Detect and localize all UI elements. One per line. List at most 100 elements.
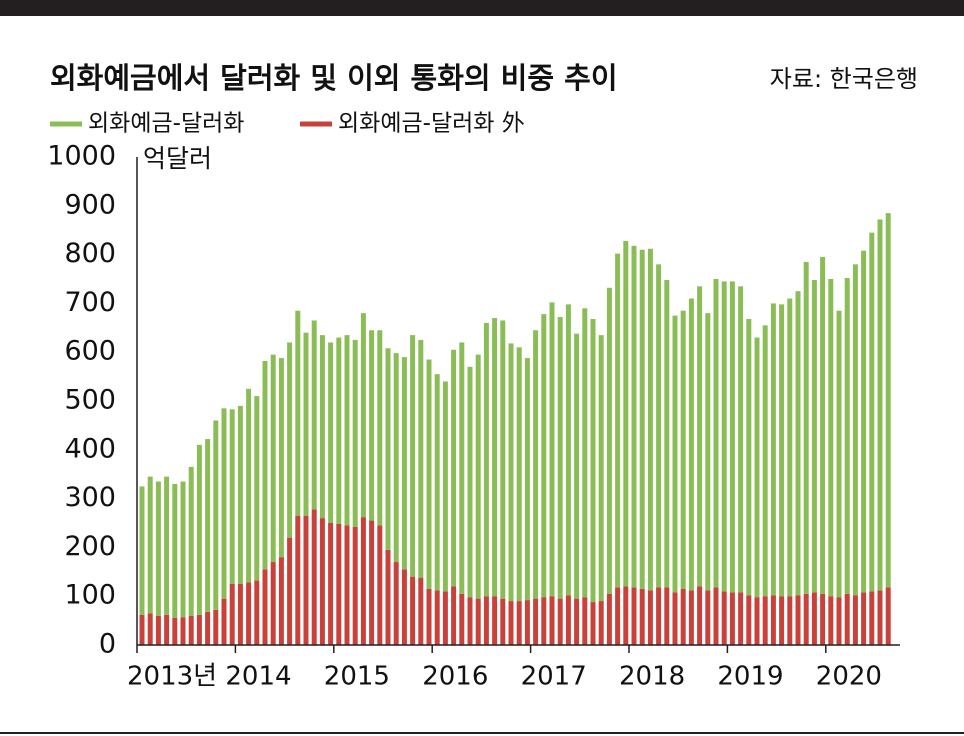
y-tick-label: 0 [99,629,116,660]
bar-segment [246,388,252,583]
bar-segment [319,518,325,645]
bar-segment [836,310,842,598]
bar-segment [459,593,465,645]
bar-segment [615,253,621,588]
y-tick-label: 800 [64,238,116,269]
x-tick-label: 2016 [422,662,488,692]
bar-segment [311,509,317,645]
bar-segment [475,598,481,645]
bar-segment [787,298,793,597]
bar-segment [360,313,366,518]
bar-segment [729,592,735,645]
bar-segment [877,590,883,645]
bar-segment [598,601,604,645]
bar-segment [803,593,809,645]
bar-segment [344,525,350,645]
bar-segment [196,444,202,615]
bar-segment [639,588,645,645]
bar-segment [631,245,637,588]
bar-segment [590,602,596,645]
bar-segment [377,330,383,526]
bar-segment [237,405,243,584]
bar-segment [139,614,145,645]
chart-title: 외화예금에서 달러화 및 이외 통화의 비중 추이 [50,61,618,95]
y-tick-label: 1000 [47,141,116,172]
bar-segment [483,596,489,645]
bar-segment [738,592,744,645]
bar-segment [852,595,858,645]
bar-segment [360,517,366,645]
bar-segment [352,526,358,645]
bar-segment [795,595,801,645]
bar-segment [516,601,522,645]
bar-segment [369,520,375,645]
bar-segment [754,337,760,598]
bar-segment [229,584,235,645]
bar-segment [877,219,883,591]
bar-segment [852,264,858,596]
bar-segment [705,590,711,645]
bar-segment [639,249,645,589]
bar-segment [508,601,514,645]
bar-segment [467,597,473,645]
bar-segment [664,279,670,588]
bar-segment [697,286,703,587]
bar-segment [729,281,735,593]
bar-segment [524,600,530,645]
bar-segment [557,598,563,645]
bar-segment [680,588,686,645]
bar-segment [188,615,194,645]
bar-segment [278,358,284,558]
bar-segment [656,587,662,645]
bar-segment [442,591,448,645]
bar-segment [738,286,744,593]
x-tick-label: 2017 [521,662,587,692]
bar-segment [623,240,629,587]
bar-segment [295,310,301,516]
bar-segment [713,279,719,588]
x-tick-label: 2015 [324,662,390,692]
bar-segment [836,597,842,645]
bar-segment [426,359,432,589]
bar-segment [582,308,588,598]
bar-segment [278,557,284,645]
bar-segment [442,381,448,592]
x-tick-label: 2020 [816,662,882,692]
bar-segment [664,587,670,645]
bar-segment [172,617,178,645]
bar-segment [319,335,325,519]
bar-segment [779,304,785,597]
bar-segment [426,588,432,645]
bar-segment [180,481,186,618]
bar-segment [828,596,834,645]
bar-segment [795,291,801,596]
bar-segment [533,598,539,645]
bar-segment [221,598,227,645]
bar-segment [188,466,194,616]
bar-segment [787,596,793,645]
bar-segment [492,318,498,597]
bar-segment [205,611,211,645]
bar-segment [885,587,891,645]
bar-segment [697,586,703,645]
bar-segment [377,525,383,645]
bar-segment [147,613,153,645]
bar-segment [811,592,817,645]
bar-segment [713,587,719,645]
bar-segment [434,590,440,645]
bar-segment [492,596,498,645]
bar-segment [229,409,235,584]
bar-segment [262,569,268,645]
bar-segment [549,596,555,645]
bar-segment [803,261,809,594]
bar-segment [820,593,826,645]
bar-segment [205,439,211,612]
bar-segment [213,420,219,610]
bar-segment [623,586,629,645]
bar-segment [746,319,752,596]
bar-segment [574,598,580,645]
y-tick-label: 300 [64,482,116,513]
bar-segment [844,593,850,645]
bar-segment [451,349,457,587]
